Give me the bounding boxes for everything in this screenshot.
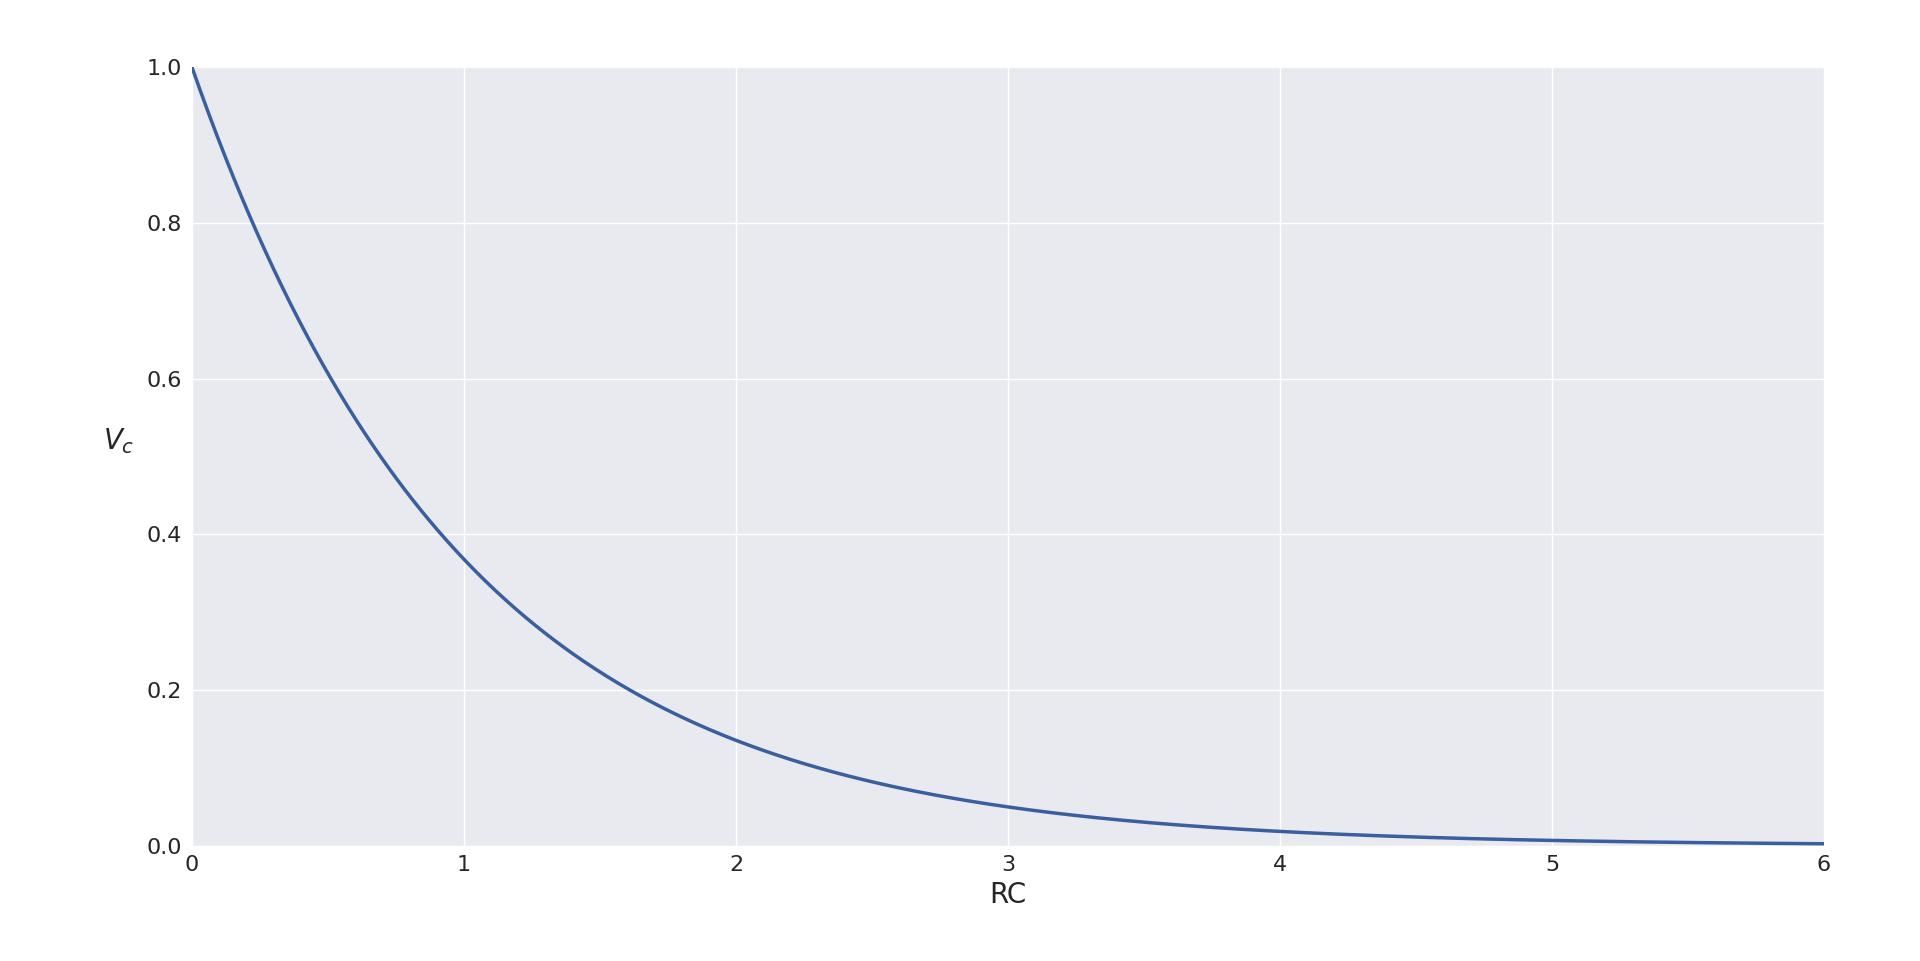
X-axis label: RC: RC <box>989 881 1027 909</box>
Y-axis label: $V_c$: $V_c$ <box>104 427 134 456</box>
